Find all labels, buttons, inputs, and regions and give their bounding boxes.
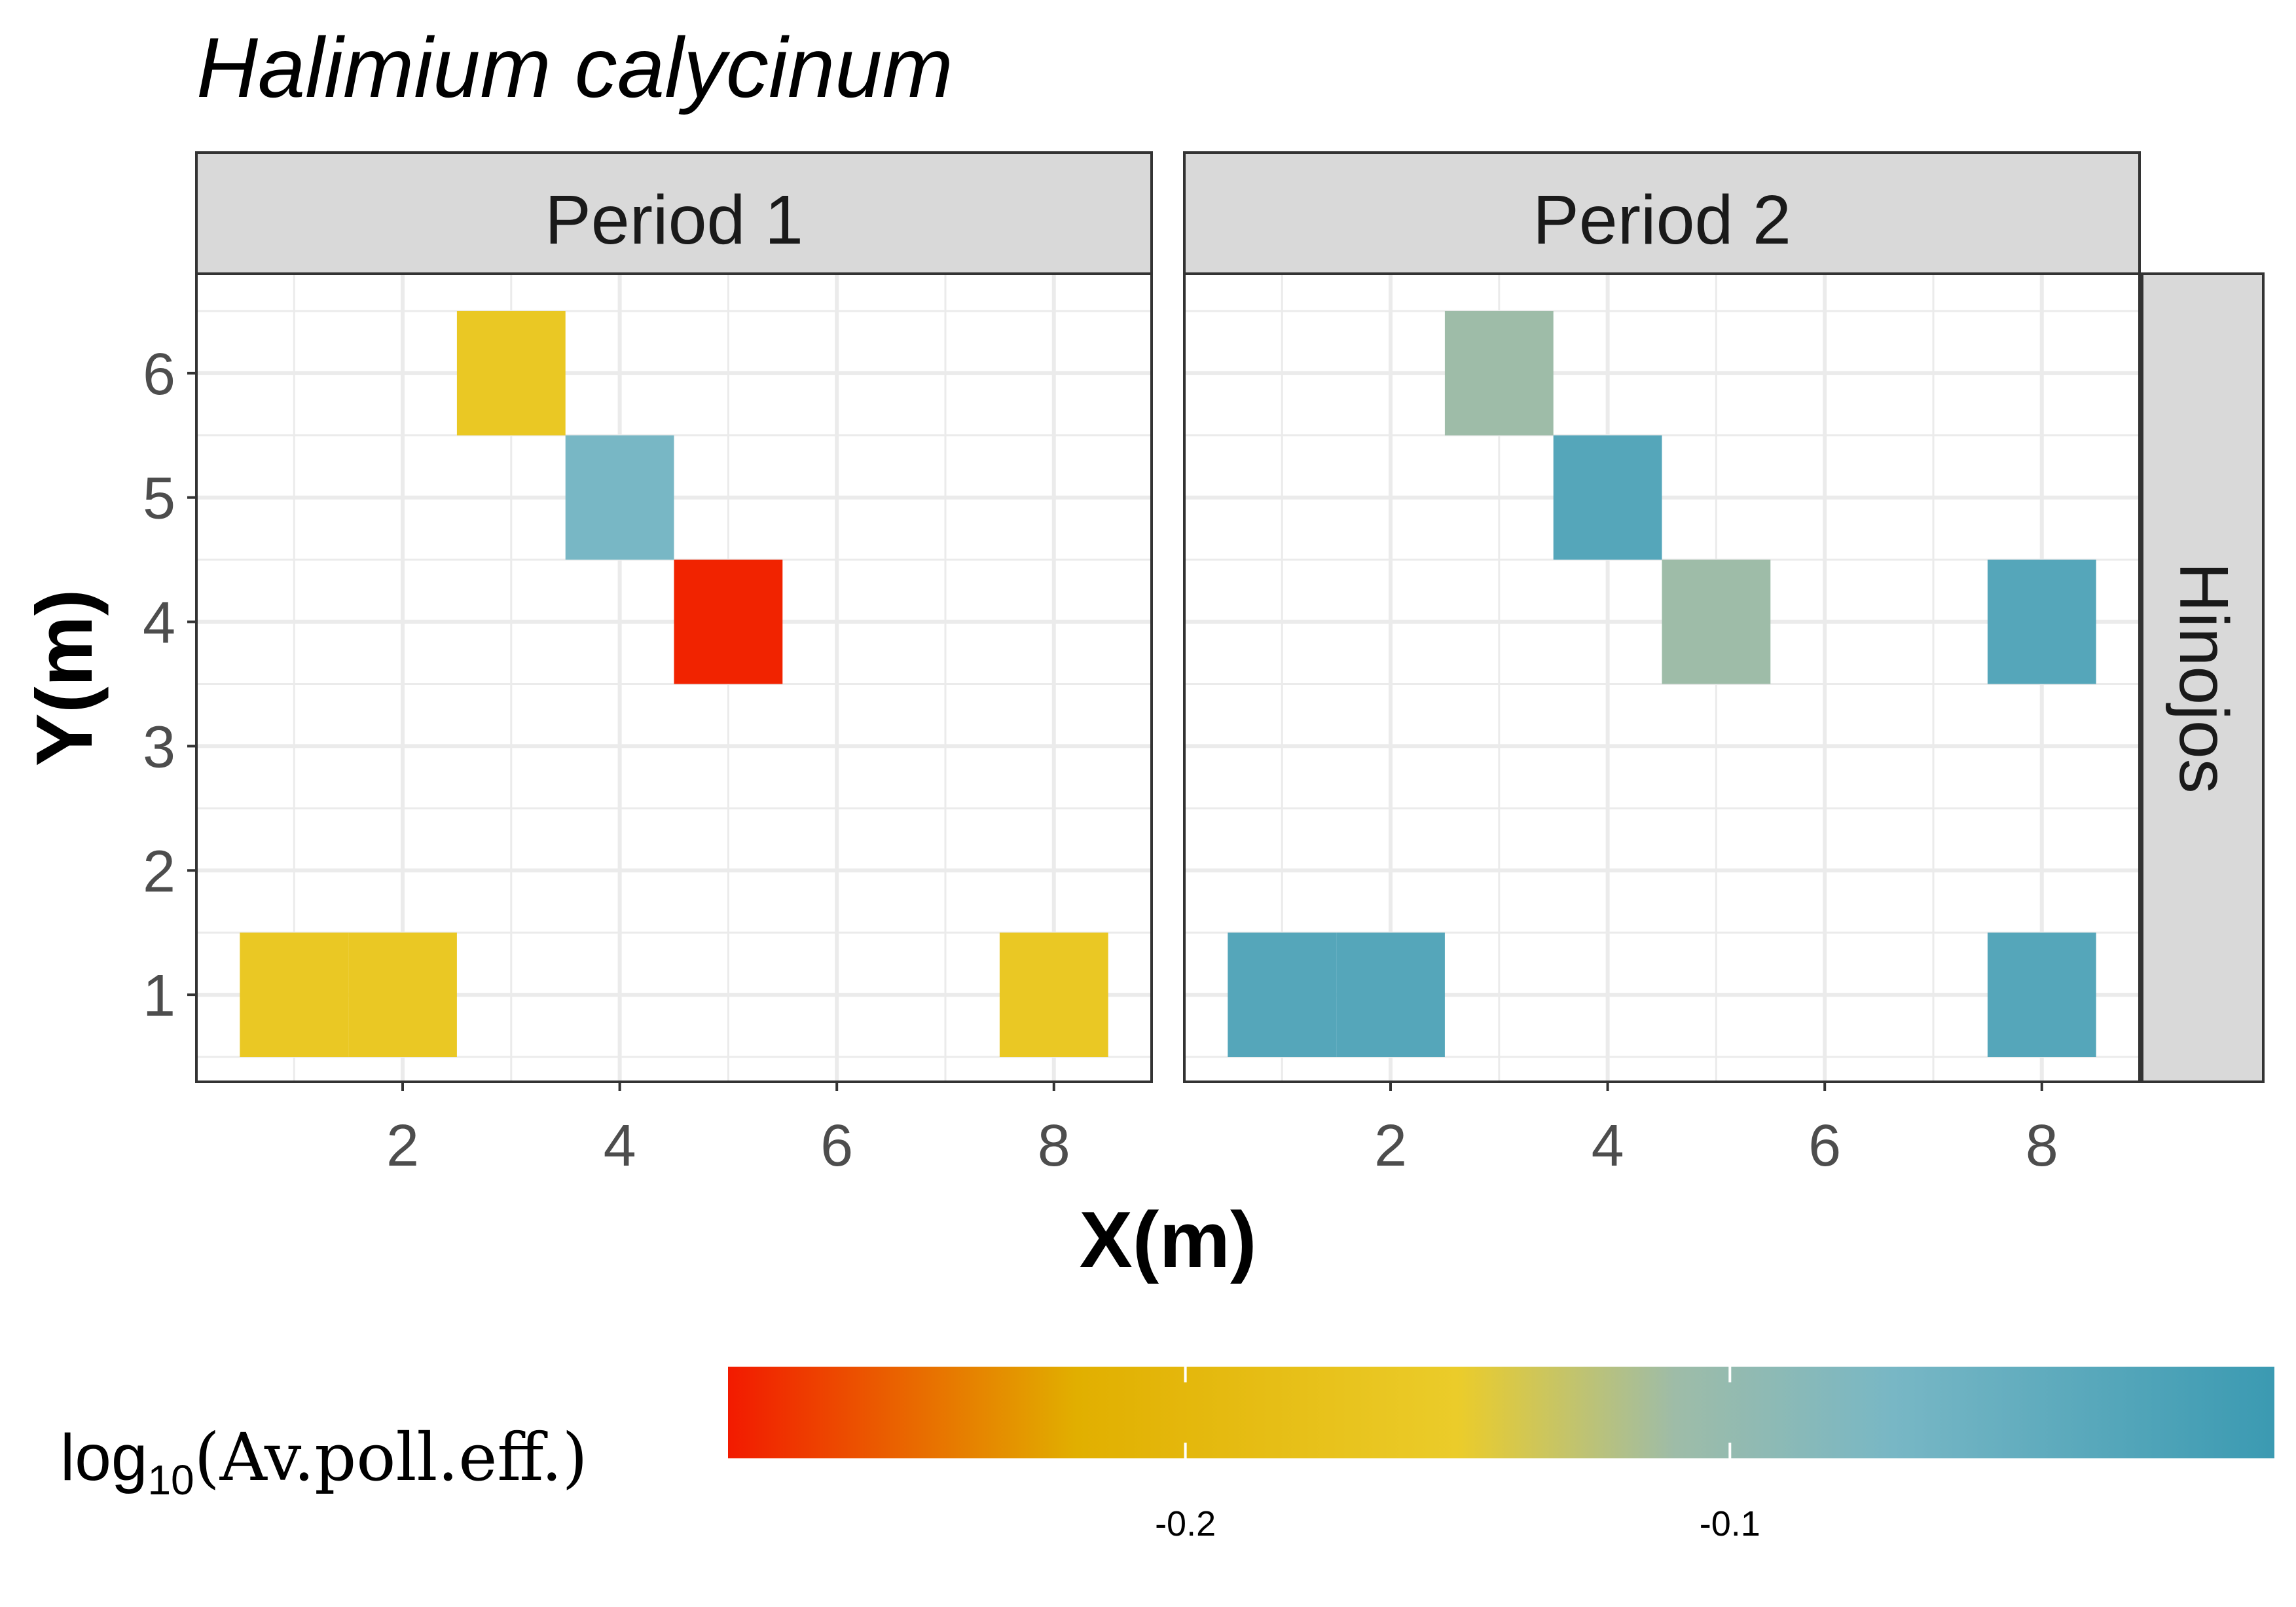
x-axis-title: X(m) [1079,1195,1256,1284]
colorbar [728,1367,2274,1458]
colorbar-ticks: -0.2 -0.1 [1155,1367,1760,1543]
x-tick-label: 6 [1808,1113,1841,1179]
heat-cell [1662,559,1771,684]
y-tick-label: 3 [143,714,175,780]
row-strip [2141,272,2265,1083]
x-tick-label: 8 [2026,1113,2058,1179]
legend-title-rest: (Av.poll.eff.) [194,1419,588,1496]
panel-border [1183,272,2141,1083]
heat-cell [348,933,457,1058]
legend-title-sub: 10 [147,1456,194,1504]
x-tick-label: 2 [386,1113,419,1179]
strip-period-1 [195,151,1153,275]
chart-title: Halimium calycinum [196,20,953,115]
legend-title: log10(Av.poll.eff.) [60,1419,588,1504]
x-tick-label: 6 [820,1113,853,1179]
y-tick-label: 4 [143,591,175,656]
strip-label-period-2: Period 2 [1533,181,1791,259]
y-axis-title: Y(m) [20,589,109,766]
legend-title-main: log [60,1421,147,1494]
heat-cell [1444,310,1554,435]
x-tick-label: 4 [604,1113,636,1179]
y-tick-label: 2 [143,839,175,904]
y-tick-label: 6 [143,342,175,407]
row-strip-label: Hinojos [2165,562,2242,794]
panel-border [195,272,1153,1083]
color-legend: log10(Av.poll.eff.) -0.2 -0.1 [60,1367,2274,1543]
x-axis: 2 4 6 8 2 4 6 8 [386,1082,2058,1179]
y-axis: 1 2 3 4 5 6 [143,342,196,1029]
strip-period-2 [1183,151,2141,275]
heat-cell [1336,933,1445,1058]
x-tick-label: 8 [1038,1113,1070,1179]
heat-cell [1987,559,2096,684]
panel-cells [240,310,1108,1058]
heat-cell [456,310,566,435]
x-tick-label: 4 [1592,1113,1624,1179]
y-tick-label: 5 [143,466,175,532]
x-tick-label: 2 [1374,1113,1407,1179]
heat-cell [565,435,674,560]
heat-cell [1228,933,1337,1058]
heat-cell [240,933,349,1058]
colorbar-tick-label: -0.1 [1700,1504,1760,1543]
heat-cell [1553,435,1662,560]
colorbar-tick-label: -0.2 [1155,1504,1216,1543]
heat-cell [674,559,783,684]
heat-cell [999,933,1108,1058]
panel-period-1: Period 1 [195,151,1153,1083]
panel-cells [1228,310,2096,1058]
strip-label-period-1: Period 1 [545,181,803,259]
panel-period-2: Period 2 [1183,151,2141,1083]
y-tick-label: 1 [143,963,175,1029]
heat-cell [1987,933,2096,1058]
